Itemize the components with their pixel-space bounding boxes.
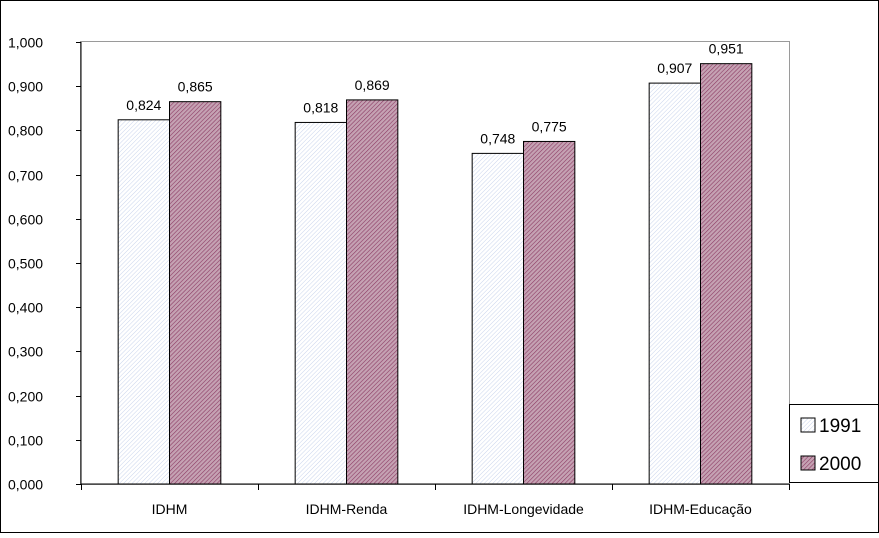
y-tick-label: 0,100	[8, 433, 43, 449]
bars-group	[117, 63, 753, 485]
legend-swatch-2000	[800, 455, 816, 471]
data-label: 0,951	[709, 41, 744, 57]
bar-2000	[523, 140, 576, 485]
legend: 1991 2000	[789, 404, 879, 483]
y-tick-label: 0,500	[8, 256, 43, 272]
data-label: 0,865	[178, 79, 213, 95]
x-tick-label: IDHM-Longevidade	[463, 501, 584, 517]
bar-2000	[346, 99, 399, 485]
y-tick-label: 0,400	[8, 300, 43, 316]
bar-2000	[169, 101, 222, 485]
bar-1991	[294, 121, 348, 485]
bar-1991	[471, 152, 525, 485]
y-tick-label: 0,600	[8, 212, 43, 228]
data-label: 0,824	[126, 97, 161, 113]
bar-1991	[648, 82, 701, 485]
y-tick-label: 1,000	[8, 35, 43, 51]
y-tick-label: 0,700	[8, 168, 43, 184]
y-tick-label: 0,900	[8, 79, 43, 95]
y-tick-label: 0,800	[8, 123, 43, 139]
data-label: 0,775	[532, 118, 567, 134]
y-tick-label: 0,000	[8, 477, 43, 493]
y-tick-label: 0,300	[8, 344, 43, 360]
x-tick-label: IDHM-Renda	[306, 501, 388, 517]
data-label: 0,869	[355, 77, 390, 93]
legend-label: 2000	[819, 454, 861, 475]
data-label: 0,907	[657, 60, 692, 76]
x-tick-label: IDHM-Educação	[649, 501, 752, 517]
legend-label: 1991	[819, 416, 861, 437]
bar-1991	[117, 119, 170, 485]
legend-swatch-1991	[800, 417, 816, 433]
labels-group: 0,824 0,865 0,818 0,869 0,748 0,775 0,907 0,951	[126, 41, 744, 147]
axes-group: 0,000 0,100 0,200 0,300 0,400 0,500 0,600 0,700…	[8, 35, 790, 517]
data-label: 0,818	[303, 99, 338, 115]
data-label: 0,748	[480, 130, 515, 146]
x-tick-label: IDHM	[152, 501, 188, 517]
bar-2000	[700, 63, 753, 485]
y-tick-label: 0,200	[8, 389, 43, 405]
